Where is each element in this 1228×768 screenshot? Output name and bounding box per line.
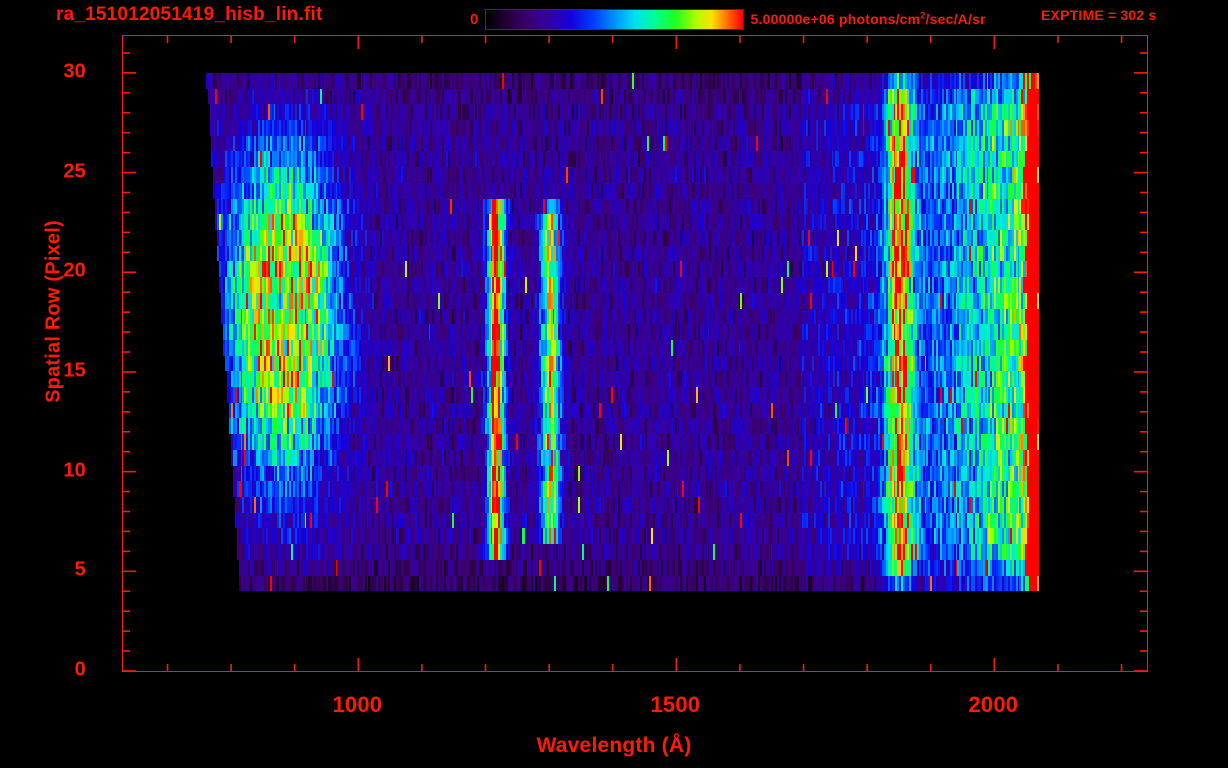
y-tick-label: 25 (63, 160, 86, 183)
file-title: ra_151012051419_hisb_lin.fit (56, 4, 323, 25)
y-axis-label: Spatial Row (Pixel) (42, 220, 65, 403)
plot-area (122, 35, 1148, 672)
x-axis-label: Wavelength (Å) (536, 734, 692, 757)
colorbar-legend: 0 5.00000e+06 photons/cm2/sec/A/sr (470, 7, 986, 31)
y-tick-label: 10 (63, 459, 86, 482)
colorbar-max-label: 5.00000e+06 photons/cm2/sec/A/sr (751, 11, 986, 27)
spectral-image-heatmap (123, 36, 1147, 671)
x-tick-label: 1000 (332, 692, 383, 717)
exposure-time-label: EXPTIME = 302 s (1041, 7, 1157, 23)
colorbar-units-suffix: /sec/A/sr (925, 11, 986, 27)
y-tick-label: 0 (74, 658, 86, 681)
y-tick-label: 20 (63, 259, 86, 282)
y-tick-label: 5 (74, 558, 86, 581)
colorbar-max-value: 5.00000e+06 (750, 11, 835, 27)
y-tick-label: 30 (63, 60, 86, 83)
colorbar-min-label: 0 (470, 10, 479, 28)
colorbar-units-prefix: photons/cm (838, 11, 921, 27)
y-tick-label: 15 (63, 359, 86, 382)
x-tick-label: 1500 (650, 692, 701, 717)
x-tick-label: 2000 (968, 692, 1019, 717)
colorbar-gradient (484, 8, 744, 30)
colorbar-units-exponent: 2 (920, 10, 926, 21)
